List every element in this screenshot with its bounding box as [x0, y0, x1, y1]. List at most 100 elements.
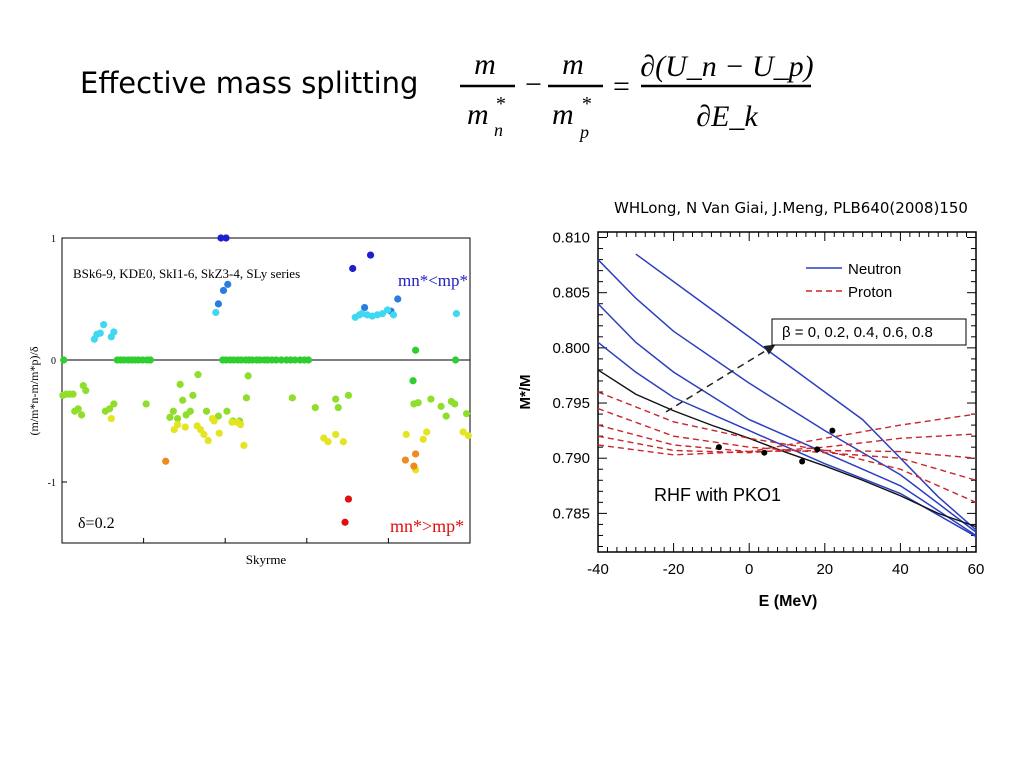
scatter-points [59, 234, 472, 526]
data-point-yellow-green [82, 386, 90, 395]
skyrme-scatter-chart: 1 0 -1 BSk6-9, KDE0, SkI1-6, SkZ3-4, SLy… [27, 234, 472, 567]
data-point-yellow-green [463, 410, 471, 418]
formula-lhs1-sub: n [494, 120, 503, 140]
data-point-yellow-green [332, 395, 340, 403]
data-point-yellow-green [69, 390, 77, 398]
data-point-yellow [107, 414, 115, 423]
data-point-yellow-green [194, 371, 202, 379]
data-point-yellow-green [176, 380, 184, 388]
data-point-yellow-green [442, 412, 450, 420]
data-point-green [277, 356, 285, 364]
data-point-yellow-green [74, 405, 82, 413]
data-point-yellow-green [106, 405, 114, 413]
data-point-yellow [459, 428, 467, 436]
series-line-neutron [635, 253, 977, 531]
y-tick-label: 1 [51, 234, 56, 245]
formula-rhs-den: ∂E_k [696, 100, 758, 133]
x-axis-label: Skyrme [246, 552, 287, 567]
data-point-yellow-green [186, 407, 194, 415]
series-line-neutron [597, 303, 977, 537]
data-point-red [341, 518, 349, 526]
data-point-yellow [423, 428, 431, 436]
y-tick-label: 0.800 [552, 340, 590, 357]
y-tick-labels: 0.810 0.805 0.800 0.795 0.790 0.785 [552, 230, 590, 523]
data-point-yellow-green [344, 391, 353, 399]
legend-neutron: Neutron [848, 261, 901, 278]
plot-frame [61, 237, 471, 544]
data-point-green [291, 356, 299, 364]
formula-minus: − [525, 68, 542, 101]
crossing-dot [799, 458, 806, 465]
annotation-mn-lt-mp: mn*<mp* [398, 271, 468, 290]
formula-lhs2-sub: p [578, 122, 589, 142]
data-point-yellow-green [169, 407, 177, 415]
data-point-cyan [100, 321, 108, 329]
x-tick-label: -20 [663, 561, 685, 578]
data-point-cyan [389, 311, 398, 319]
beta-arrow [665, 343, 777, 413]
data-point-orange [401, 456, 409, 464]
x-tick-labels: -40 -20 0 20 40 60 [587, 561, 984, 578]
annotation-mn-gt-mp: mn*>mp* [390, 516, 464, 536]
formula-lhs2-num: m [562, 48, 584, 81]
data-point-mid-blue [214, 300, 222, 308]
series-line-proton [597, 433, 977, 454]
data-point-orange [410, 462, 418, 470]
data-point-blue [217, 234, 225, 242]
data-point-yellow [464, 432, 472, 440]
y-tick-label: 0.805 [552, 285, 590, 302]
data-point-cyan [96, 329, 104, 337]
data-point-yellow [174, 421, 182, 429]
formula-rhs-num: ∂(U_n − U_p) [640, 50, 813, 83]
data-point-yellow [402, 430, 410, 439]
data-point-yellow-green [451, 400, 459, 408]
series-line-black [597, 369, 977, 528]
data-point-yellow [200, 430, 208, 439]
data-point-mid-blue [361, 303, 369, 312]
legend-proton: Proton [848, 284, 892, 301]
x-tick-label: 60 [968, 561, 985, 578]
data-point-yellow-green [214, 412, 222, 420]
y-tick-label: 0.810 [552, 230, 590, 247]
data-point-orange [412, 450, 420, 458]
data-point-orange [162, 457, 170, 465]
formula-lhs2-den: m [552, 98, 574, 131]
data-point-yellow [204, 436, 212, 445]
axis-ticks [597, 232, 977, 552]
data-point-yellow-green [414, 399, 422, 407]
series-line-proton [597, 424, 977, 459]
data-point-mid-blue [224, 280, 232, 288]
data-point-yellow [228, 418, 236, 426]
data-point-cyan [110, 328, 118, 336]
data-point-yellow-green [437, 402, 445, 410]
data-point-yellow-green [288, 394, 296, 402]
beta-box [771, 318, 967, 346]
data-point-cyan [378, 310, 387, 318]
data-point-yellow-green [244, 372, 252, 380]
data-point-yellow [210, 417, 218, 425]
series-line-neutron [597, 341, 977, 538]
data-point-yellow-green [202, 407, 211, 415]
crossing-dot [814, 446, 821, 453]
data-point-blue [366, 251, 375, 259]
data-point-blue [349, 264, 357, 273]
data-point-green [409, 377, 417, 385]
data-point-yellow-green [311, 403, 319, 412]
data-point-cyan [452, 310, 460, 318]
formula-lhs1-num: m [474, 48, 496, 81]
data-point-yellow [240, 441, 248, 449]
svg-text:*: * [495, 93, 505, 115]
data-point-green [146, 356, 154, 364]
data-point-green [304, 356, 313, 364]
slide-title: Effective mass splitting [80, 66, 419, 100]
svg-text:*: * [581, 93, 591, 115]
data-point-red [344, 495, 353, 503]
crossing-dot [829, 427, 836, 434]
beta-label: β = 0, 0.2, 0.4, 0.6, 0.8 [782, 324, 933, 341]
data-point-yellow-green [427, 395, 435, 403]
data-point-yellow-green [223, 407, 231, 415]
data-point-yellow-green [179, 396, 187, 404]
data-point-green [272, 356, 280, 364]
data-point-yellow-green [166, 413, 174, 421]
crossing-dots [715, 427, 836, 465]
